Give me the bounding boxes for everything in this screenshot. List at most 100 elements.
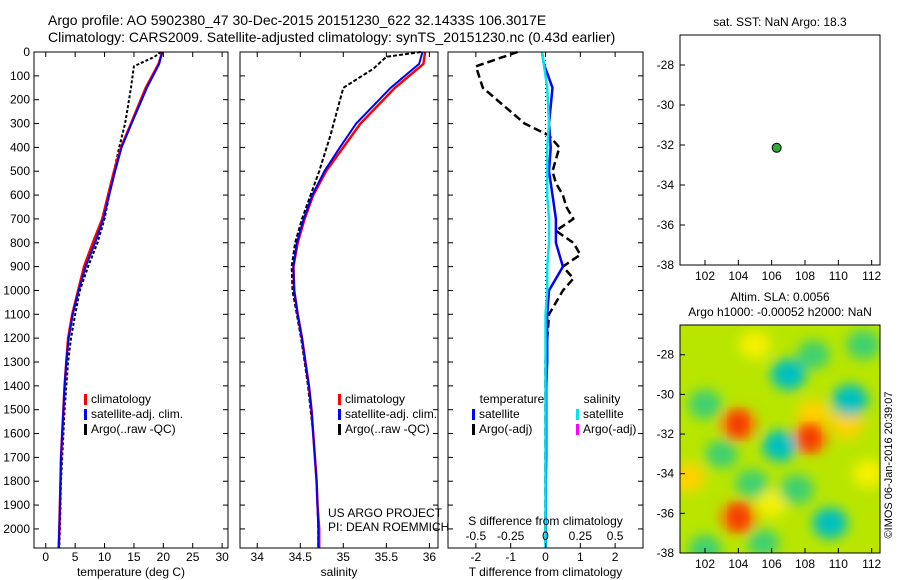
y-tick-label: 1500 — [3, 403, 30, 417]
y-tick-label: 1900 — [3, 498, 30, 512]
legend-satellite: satellite-adj. clim. — [91, 407, 183, 421]
x-tick-label: 102 — [695, 557, 715, 571]
y-tick-label: 600 — [10, 188, 30, 202]
y-tick-label: 200 — [10, 93, 30, 107]
x-tick-top-label: -0.25 — [497, 529, 525, 543]
y-tick-label: 900 — [10, 260, 30, 274]
y-tick-label: 1100 — [4, 307, 30, 321]
sla-blob — [812, 507, 848, 539]
legend-salinity-heading: salinity — [584, 392, 621, 406]
legend-sal-satellite: satellite — [583, 407, 624, 421]
y-tick-label: -30 — [657, 98, 675, 112]
sla-blob — [796, 399, 830, 429]
sla-blob — [779, 474, 814, 505]
project-annotation: US ARGO PROJECT — [328, 506, 443, 520]
y-tick-label: -38 — [657, 546, 675, 560]
y-tick-label: 1300 — [3, 355, 30, 369]
legend-temp-argo-swatch — [472, 424, 475, 435]
x-tick-label: 20 — [157, 550, 171, 564]
x-tick-label: 34.5 — [289, 550, 313, 564]
y-tick-label: 700 — [10, 212, 30, 226]
y-tick-label: -28 — [657, 348, 675, 362]
x-tick-label: 0 — [42, 550, 49, 564]
series-salinity-satellite-difference — [540, 51, 551, 548]
sla-blob — [832, 384, 868, 417]
x-tick-label: 0 — [542, 550, 549, 564]
sla-peak — [802, 426, 818, 451]
x-tick-top-label: 0 — [542, 529, 549, 543]
series-satellite-temperature — [57, 51, 164, 549]
y-tick-label: -32 — [657, 427, 675, 441]
legend-temp-argo: Argo(-adj) — [479, 422, 532, 436]
y-tick-label: 0 — [23, 45, 30, 59]
x-tick-label: 15 — [127, 550, 141, 564]
x-tick-label: 1 — [577, 550, 584, 564]
x-tick-label: 102 — [695, 269, 715, 283]
sla-blob — [829, 409, 864, 439]
y-tick-label: 1200 — [3, 331, 30, 345]
salinity-panel-frame — [239, 51, 439, 549]
y-tick-label: 500 — [10, 164, 30, 178]
difference-axis-label: T difference from climatology — [469, 565, 623, 579]
y-tick-label: -36 — [657, 506, 675, 520]
sla-blob — [688, 389, 722, 420]
y-tick-label: -34 — [657, 178, 675, 192]
x-tick-label: 34 — [251, 550, 265, 564]
y-tick-label: 400 — [10, 140, 30, 154]
legend-climatology: climatology — [91, 392, 151, 406]
x-tick-label: 104 — [728, 557, 748, 571]
argo-location-marker — [771, 142, 782, 153]
temperature-panel-frame — [33, 51, 229, 549]
difference-top-axis-label: S difference from climatology — [468, 514, 623, 528]
legend-temp-satellite-swatch — [472, 409, 475, 420]
y-tick-label: 1000 — [3, 283, 30, 297]
sla-blob — [680, 462, 706, 493]
x-tick-label: 36 — [423, 550, 437, 564]
legend-satellite-swatch — [84, 409, 87, 420]
x-tick-label: 106 — [762, 557, 782, 571]
x-tick-label: 5 — [72, 550, 79, 564]
x-tick-label: 108 — [795, 557, 815, 571]
sla-blob — [735, 469, 769, 499]
y-tick-label: 300 — [10, 117, 30, 131]
legend-satellite: satellite-adj. clim. — [345, 407, 437, 421]
figure-title-line1: Argo profile: AO 5902380_47 30-Dec-2015 … — [48, 12, 547, 28]
y-tick-label: 1600 — [3, 427, 30, 441]
legend-temp-satellite: satellite — [479, 407, 520, 421]
temperature-axis-label: temperature (deg C) — [77, 565, 185, 579]
series-satellite-salinity — [292, 51, 424, 548]
figure-title-line2: Climatology: CARS2009. Satellite-adjuste… — [48, 29, 616, 45]
sst-map-frame — [679, 34, 881, 266]
series-argo-difference — [474, 50, 582, 548]
sst-map-title: sat. SST: NaN Argo: 18.3 — [713, 15, 847, 29]
y-tick-label: 2000 — [3, 522, 30, 536]
y-tick-label: -30 — [657, 387, 675, 401]
sla-map-title-line2: Argo h1000: -0.00052 h2000: NaN — [688, 305, 871, 319]
x-tick-top-label: 0.5 — [607, 529, 624, 543]
x-tick-label: 25 — [186, 550, 200, 564]
y-tick-label: 1800 — [3, 474, 30, 488]
imos-watermark: ©IMOS 06-Jan-2016 20:39:07 — [883, 392, 895, 539]
x-tick-label: 106 — [762, 269, 782, 283]
sla-map-title-line1: Altim. SLA: 0.0056 — [730, 290, 830, 304]
x-tick-label: 35.5 — [375, 550, 399, 564]
legend-sal-argo: Argo(-adj) — [583, 422, 636, 436]
sla-blob — [796, 340, 830, 370]
x-tick-top-label: -0.5 — [466, 529, 487, 543]
legend-sal-satellite-swatch — [576, 409, 579, 420]
legend-argo-swatch — [338, 424, 341, 435]
legend-climatology: climatology — [345, 392, 405, 406]
legend-climatology-swatch — [84, 394, 87, 405]
sla-blob — [762, 430, 798, 462]
sla-blob — [846, 330, 880, 360]
sla-heatmap — [680, 325, 880, 553]
legend-sal-argo-swatch — [576, 424, 579, 435]
sla-blob — [770, 358, 806, 391]
legend-argo-swatch — [84, 424, 87, 435]
y-tick-label: -34 — [657, 467, 675, 481]
sla-blob — [688, 534, 722, 553]
x-tick-label: 104 — [728, 269, 748, 283]
x-tick-label: -2 — [471, 550, 482, 564]
y-tick-label: 1700 — [3, 450, 30, 464]
